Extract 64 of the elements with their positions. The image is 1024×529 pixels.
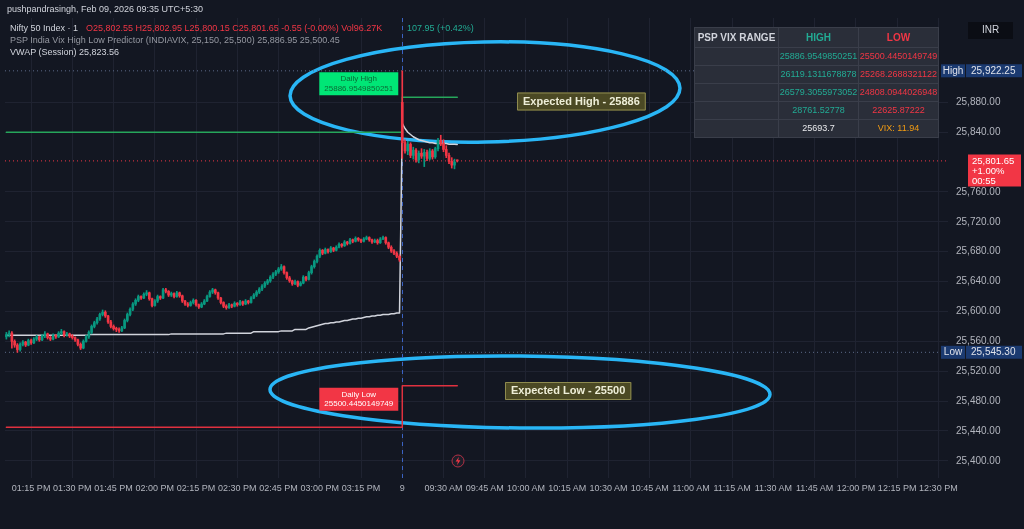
x-tick-label: 03:00 PM: [300, 482, 340, 493]
x-tick-label: 10:15 AM: [548, 482, 587, 493]
annotation: LOW: [858, 27, 939, 48]
x-tick-label: 11:30 AM: [754, 482, 793, 493]
annotation: 25886.9549850251: [778, 47, 859, 66]
x-tick-label: 10:45 AM: [630, 482, 669, 493]
ref-line-label: High 25,922.25: [942, 64, 1016, 76]
x-tick-label: 11:45 AM: [795, 482, 834, 493]
candlestick: [115, 326, 118, 332]
y-tick-label: 25,480.00: [956, 394, 1001, 406]
x-tick-label: 12:30 PM: [919, 482, 958, 493]
annotation: Daily High 25886.9549850251: [324, 74, 394, 93]
y-tick-label: 25,400.00: [956, 454, 1001, 466]
x-tick-label: 02:15 PM: [176, 482, 216, 493]
x-tick-label: 09:45 AM: [465, 482, 504, 493]
candlestick: [145, 290, 148, 297]
annotation: 22625.87222: [858, 101, 939, 120]
annotation: Daily Low 25500.4450149749: [324, 389, 394, 409]
x-tick-label: 02:30 PM: [218, 482, 257, 493]
ref-line-label: 25,801.65 +1.00% 00:55: [972, 154, 1015, 186]
x-tick-label: 03:15 PM: [341, 482, 381, 493]
x-tick-label: 02:00 PM: [135, 482, 175, 493]
x-tick-label: 01:45 PM: [94, 482, 133, 493]
x-tick-label: 01:30 PM: [53, 482, 92, 493]
annotation: 26119.1311678878: [778, 65, 859, 84]
y-tick-label: 25,720.00: [956, 215, 1001, 227]
ref-line-label: Low 25,545.30: [943, 346, 1016, 358]
annotation: 28761.52778: [778, 101, 859, 120]
x-tick-label: 02:45 PM: [259, 482, 298, 493]
annotation: O25,802.55 H25,802.95 L25,800.15 C25,801.65 -0.55 (-0.00%) Vol96.27K: [86, 23, 383, 34]
x-tick-label: 01:15 PM: [11, 482, 51, 493]
annotation: Expected High - 25886: [523, 94, 640, 107]
annotation: 24808.0944026948: [858, 83, 939, 102]
annotation: 107.95 (+0.42%): [407, 23, 474, 34]
x-tick-label: 10:30 AM: [589, 482, 628, 493]
text: Nifty 50 Index · 1: [10, 23, 79, 34]
annotation: 25268.2688321122: [858, 65, 939, 84]
annotation: 26579.3055973052: [778, 83, 859, 102]
annotation: VWAP (Session) 25,823.56: [10, 47, 120, 58]
annotation: VIX: 11.94: [858, 119, 939, 138]
annotation: Expected Low - 25500: [511, 384, 626, 397]
y-tick-label: 25,840.00: [956, 126, 1001, 137]
y-tick-label: 25,440.00: [956, 424, 1001, 436]
text: PSP VIX RANGE: [694, 27, 779, 48]
annotation: PSP India Vix High Low Predictor (INDIAVIX, 25,150, 25,500) 25,886.95 25,500.45: [10, 35, 340, 46]
x-tick-label: 11:15 AM: [713, 482, 751, 493]
text: pushpandrasingh, Feb 09, 2026 09:35 UTC+5:30: [7, 4, 203, 15]
annotation: 25500.4450149749: [858, 47, 939, 66]
x-tick-label: 12:00 PM: [836, 482, 876, 493]
y-tick-label: 25,760.00: [956, 185, 1001, 197]
y-tick-label: 25,680.00: [956, 245, 1001, 257]
annotation: 25693.7: [778, 119, 859, 138]
y-axis-title: INR: [981, 24, 1000, 36]
x-tick-label: 9: [399, 482, 405, 493]
x-tick-label: 11:00 AM: [672, 482, 710, 493]
x-tick-label: 10:00 AM: [506, 482, 545, 493]
x-tick-label: 09:30 AM: [424, 482, 463, 493]
y-tick-label: 25,880.00: [956, 96, 1001, 108]
y-tick-label: 25,520.00: [956, 364, 1001, 376]
y-tick-label: 25,640.00: [956, 275, 1001, 287]
y-tick-label: 25,560.00: [956, 335, 1001, 347]
y-tick-label: 25,600.00: [956, 305, 1001, 317]
annotation: HIGH: [778, 27, 859, 48]
x-tick-label: 12:15 PM: [877, 482, 917, 493]
